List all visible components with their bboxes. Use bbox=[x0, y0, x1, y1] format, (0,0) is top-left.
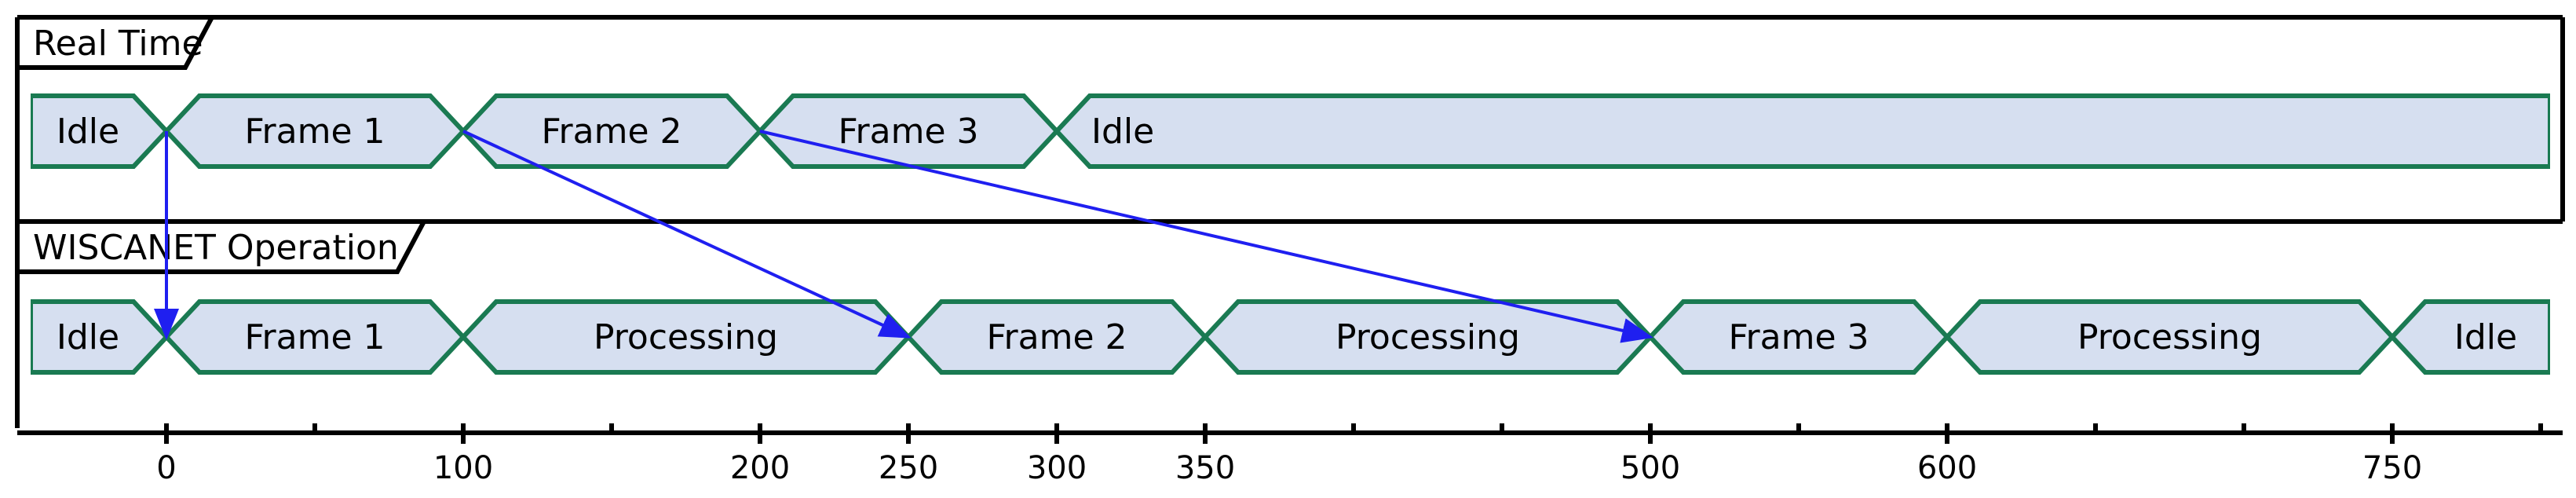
lane-real-time: Idle Frame 1 Frame 2 Frame 3 Idle bbox=[31, 93, 2550, 169]
segment-label-real-time-2: Frame 2 bbox=[541, 112, 681, 152]
segment-label-wiscanet-operation-1: Frame 1 bbox=[244, 317, 385, 357]
segment-label-wiscanet-operation-6: Processing bbox=[2077, 317, 2262, 357]
lane-wiscanet-operation: Idle Frame 1 Processing Frame 2 Processing Fr… bbox=[31, 299, 2550, 375]
segment-label-wiscanet-operation-4: Processing bbox=[1336, 317, 1520, 357]
segment-wiscanet-operation-2 bbox=[459, 299, 912, 375]
segment-label-wiscanet-operation-2: Processing bbox=[594, 317, 778, 357]
lane-title-tab-wiscanet-operation: WISCANET Operation bbox=[17, 220, 426, 274]
segment-wiscanet-operation-7 bbox=[2388, 299, 2548, 375]
segment-label-wiscanet-operation-0: Idle bbox=[57, 317, 119, 357]
tick-label: 350 bbox=[1175, 450, 1235, 486]
lane-title-tab-real-time: Real Time bbox=[17, 16, 214, 70]
segment-label-real-time-3: Frame 3 bbox=[838, 112, 978, 152]
lane-title-real-time: Real Time bbox=[33, 24, 203, 64]
tick-label: 0 bbox=[156, 450, 176, 486]
tick-label: 100 bbox=[433, 450, 493, 486]
segment-label-wiscanet-operation-3: Frame 2 bbox=[986, 317, 1127, 357]
segment-real-time-4 bbox=[1053, 93, 2548, 169]
segment-label-wiscanet-operation-7: Idle bbox=[2454, 317, 2517, 357]
causality-arrow-2 bbox=[759, 130, 1653, 343]
segment-label-real-time-4: Idle bbox=[1091, 112, 1154, 152]
segment-wiscanet-operation-6 bbox=[1943, 299, 2396, 375]
causality-arrow-1 bbox=[462, 130, 912, 339]
tick-label: 750 bbox=[2362, 450, 2422, 486]
tick-label: 250 bbox=[879, 450, 938, 486]
lane-title-wiscanet-operation: WISCANET Operation bbox=[33, 228, 399, 268]
tick-label: 600 bbox=[1917, 450, 1977, 486]
segment-wiscanet-operation-4 bbox=[1201, 299, 1654, 375]
segment-label-real-time-1: Frame 1 bbox=[244, 112, 385, 152]
segment-label-wiscanet-operation-5: Frame 3 bbox=[1728, 317, 1869, 357]
tick-label: 500 bbox=[1621, 450, 1680, 486]
tick-label: 200 bbox=[730, 450, 790, 486]
time-axis: 0 100 200 250 300 350 500 600 750 bbox=[17, 423, 2563, 486]
tick-label: 300 bbox=[1027, 450, 1087, 486]
segment-label-real-time-0: Idle bbox=[57, 112, 119, 152]
arrow-layer bbox=[154, 130, 1653, 343]
